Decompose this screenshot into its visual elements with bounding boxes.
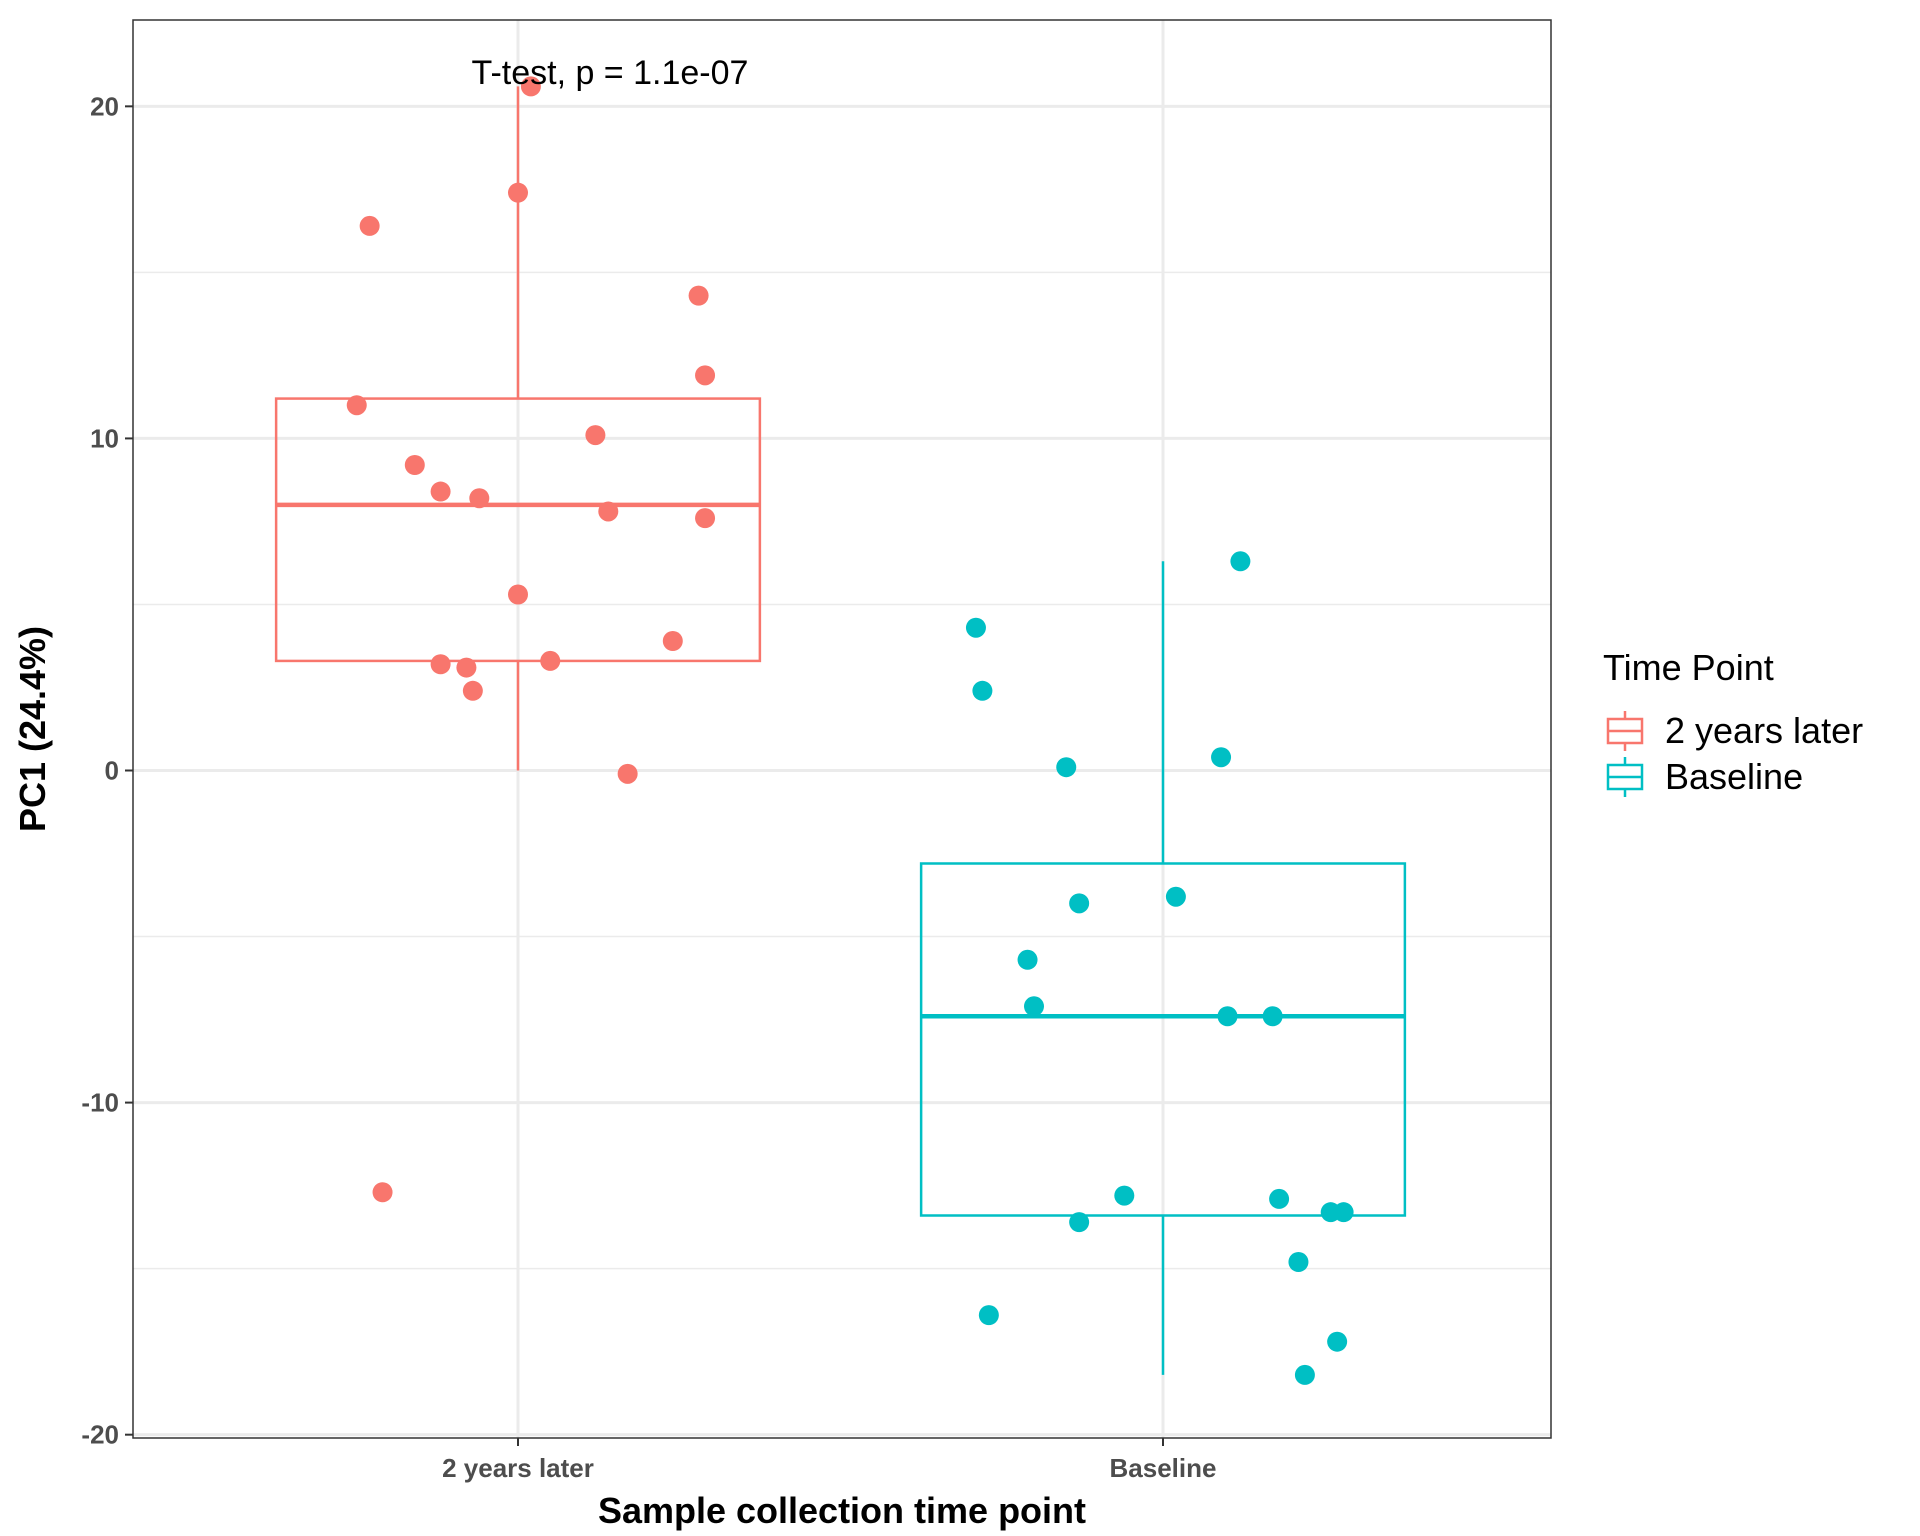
data-point [1230, 551, 1251, 572]
data-point [359, 215, 380, 236]
data-point [462, 680, 483, 701]
legend-title: Time Point [1603, 647, 1774, 688]
legend-key-box-icon [1606, 757, 1644, 797]
data-point [598, 501, 619, 522]
x-tick-label: 2 years later [442, 1453, 594, 1483]
x-axis-title: Sample collection time point [598, 1490, 1086, 1531]
data-point [662, 630, 683, 651]
data-point [617, 763, 638, 784]
data-point [1069, 1212, 1090, 1233]
data-point [540, 650, 561, 671]
data-point [372, 1182, 393, 1203]
data-point [1165, 886, 1186, 907]
ttest-annotation: T-test, p = 1.1e-07 [472, 54, 749, 92]
y-axis-title: PC1 (24.4%) [12, 626, 53, 832]
axes: -20 -10 0 10 20 2 years later Baseline [81, 91, 1216, 1483]
legend-entry: 2 years later [1606, 710, 1863, 751]
grid-lines [133, 20, 1551, 1438]
y-tick-label: 0 [105, 756, 119, 786]
box-baseline [919, 561, 1407, 1375]
data-point [972, 680, 993, 701]
data-point [1017, 949, 1038, 970]
y-tick-label: 10 [90, 423, 119, 453]
data-point [695, 365, 716, 386]
data-point [1217, 1006, 1238, 1027]
box-two-years-later [274, 86, 762, 771]
data-point [688, 285, 709, 306]
y-tick-label: -20 [81, 1420, 119, 1450]
data-point [1024, 996, 1044, 1017]
data-point [508, 584, 528, 605]
legend: Time Point 2 years later Baseline [1603, 647, 1863, 797]
data-point [1269, 1188, 1290, 1209]
data-point [456, 657, 477, 678]
data-point [1211, 747, 1232, 768]
data-point [978, 1305, 999, 1326]
data-point [1327, 1331, 1348, 1352]
legend-entries: 2 years later Baseline [1606, 710, 1863, 797]
data-points [346, 76, 1354, 1385]
data-point [404, 454, 425, 475]
data-point [1288, 1251, 1309, 1272]
data-point [508, 182, 528, 203]
iqr-box [919, 862, 1407, 1217]
data-point [346, 395, 367, 416]
iqr-box [274, 397, 762, 663]
data-point [965, 617, 986, 638]
data-point [430, 481, 451, 502]
y-tick-label: -10 [81, 1088, 119, 1118]
data-point [1262, 1006, 1283, 1027]
data-point [1069, 893, 1090, 914]
data-point [1114, 1185, 1135, 1206]
data-point [585, 425, 606, 446]
data-point [430, 654, 451, 675]
data-point [1294, 1364, 1315, 1385]
panel-border [132, 19, 1552, 1439]
data-point [520, 76, 541, 97]
data-point [469, 488, 490, 509]
legend-label: Baseline [1665, 756, 1803, 797]
legend-key-box-icon [1606, 711, 1644, 751]
boxes [274, 86, 1407, 1375]
data-point [1333, 1202, 1354, 1223]
data-point [1056, 757, 1077, 778]
data-point [695, 508, 716, 529]
x-tick-label: Baseline [1110, 1453, 1217, 1483]
legend-entry: Baseline [1606, 756, 1803, 797]
y-tick-label: 20 [90, 91, 119, 121]
legend-label: 2 years later [1665, 710, 1863, 751]
